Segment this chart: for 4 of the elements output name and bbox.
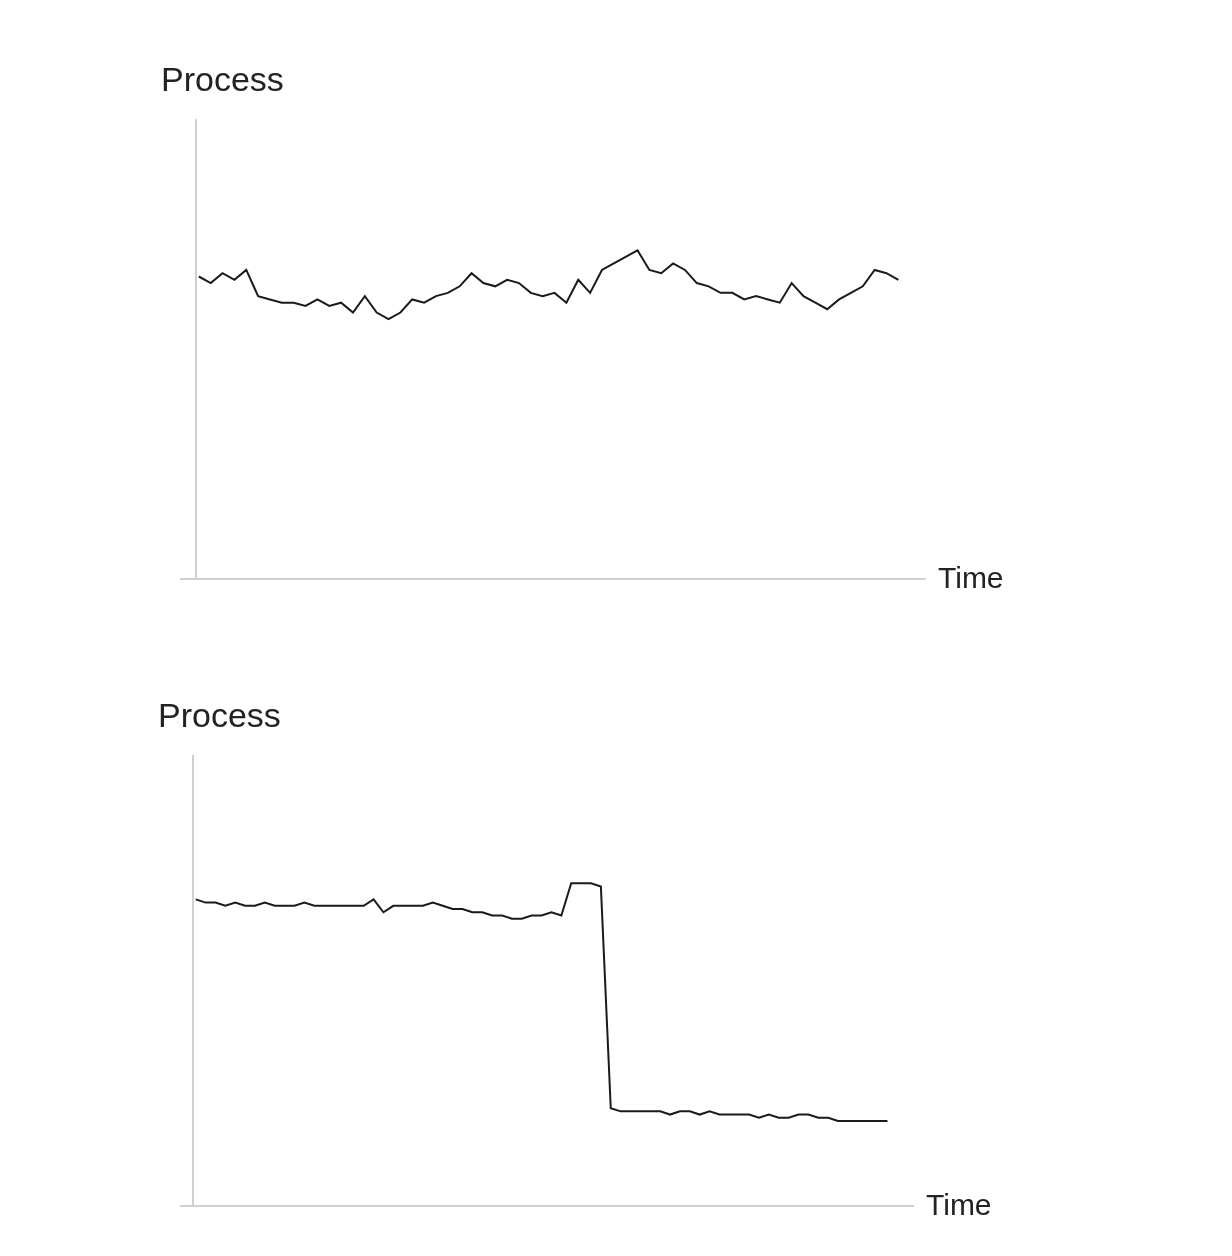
y-axis-title: Process bbox=[161, 60, 284, 98]
y-axis-title: Process bbox=[158, 696, 281, 734]
x-axis-title: Time bbox=[938, 561, 1004, 594]
x-axis-title: Time bbox=[926, 1188, 992, 1221]
